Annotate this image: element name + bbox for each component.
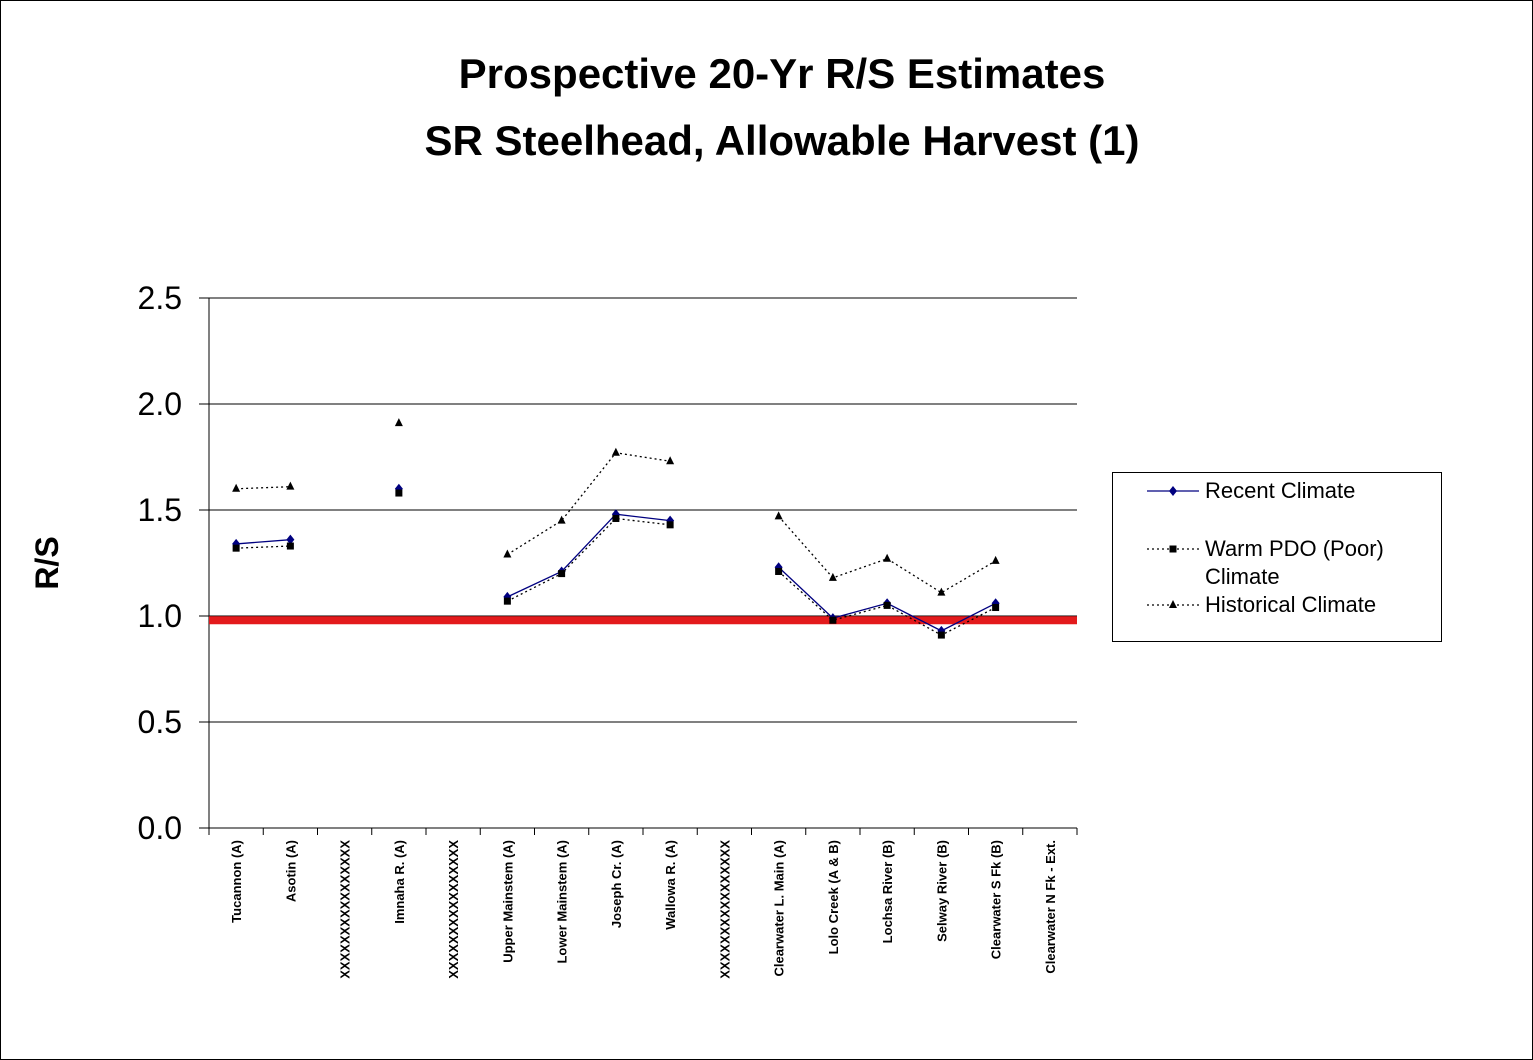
marker bbox=[286, 534, 295, 545]
marker bbox=[774, 511, 783, 520]
marker bbox=[937, 587, 946, 596]
x-tick-label: Imnaha R. (A) bbox=[392, 840, 407, 924]
y-axis-label: R/S bbox=[29, 536, 65, 589]
y-tick-label: 0.5 bbox=[138, 704, 182, 740]
marker bbox=[828, 572, 837, 581]
x-tick-label: Clearwater N Fk - Ext. bbox=[1043, 840, 1058, 974]
marker bbox=[611, 447, 620, 456]
marker bbox=[558, 570, 566, 578]
y-tick-label: 2.0 bbox=[138, 386, 182, 422]
x-tick-label: Lower Mainstem (A) bbox=[555, 840, 570, 964]
marker bbox=[937, 631, 945, 639]
y-tick-label: 1.0 bbox=[138, 598, 182, 634]
x-tick-label: Clearwater L. Main (A) bbox=[772, 840, 787, 977]
legend-swatch bbox=[1147, 486, 1199, 496]
x-tick-label: Clearwater S Fk (B) bbox=[989, 840, 1004, 959]
marker bbox=[612, 514, 620, 522]
marker bbox=[232, 483, 241, 492]
series-line bbox=[236, 513, 996, 632]
series-line bbox=[236, 517, 996, 636]
marker bbox=[286, 481, 295, 490]
chart-title: Prospective 20-Yr R/S Estimates bbox=[459, 50, 1106, 97]
legend-item: Recent Climate bbox=[1113, 477, 1420, 505]
x-tick-label: XXXXXXXXXXXXXXXX bbox=[717, 840, 732, 979]
legend-label: Historical Climate bbox=[1205, 592, 1377, 617]
marker bbox=[1169, 600, 1177, 608]
y-tick-label: 2.5 bbox=[138, 280, 182, 316]
legend-swatch bbox=[1147, 545, 1199, 553]
marker bbox=[991, 555, 1000, 564]
x-tick-label: Wallowa R. (A) bbox=[663, 840, 678, 930]
x-tick-label: Lochsa River (B) bbox=[880, 840, 895, 943]
marker bbox=[1169, 545, 1177, 553]
legend-swatch bbox=[1147, 600, 1199, 608]
marker bbox=[286, 542, 294, 550]
marker bbox=[232, 544, 240, 552]
x-tick-label: XXXXXXXXXXXXXXXX bbox=[338, 840, 353, 979]
marker bbox=[992, 604, 1000, 612]
legend-item: Historical Climate bbox=[1113, 591, 1420, 619]
y-tick-label: 1.5 bbox=[138, 492, 182, 528]
marker bbox=[883, 553, 892, 562]
marker bbox=[666, 521, 674, 529]
y-tick-label: 0.0 bbox=[138, 810, 182, 846]
legend-item: Warm PDO (Poor) Climate bbox=[1113, 535, 1420, 591]
marker bbox=[883, 601, 891, 609]
marker bbox=[666, 456, 675, 465]
marker bbox=[829, 616, 837, 624]
chart-title: SR Steelhead, Allowable Harvest (1) bbox=[424, 117, 1139, 164]
x-tick-label: Upper Mainstem (A) bbox=[500, 840, 515, 963]
x-tick-label: Joseph Cr. (A) bbox=[609, 840, 624, 928]
legend-label: Warm PDO (Poor) Climate bbox=[1205, 536, 1384, 589]
x-tick-label: Lolo Creek (A & B) bbox=[826, 840, 841, 954]
x-tick-label: Asotin (A) bbox=[283, 840, 298, 902]
marker bbox=[394, 418, 403, 427]
marker bbox=[503, 549, 512, 558]
legend-label: Recent Climate bbox=[1205, 478, 1356, 503]
x-tick-label: XXXXXXXXXXXXXXXX bbox=[446, 840, 461, 979]
marker bbox=[775, 567, 783, 575]
marker bbox=[503, 597, 511, 605]
x-tick-label: Tucannon (A) bbox=[229, 840, 244, 923]
legend: Recent Climate Warm PDO (Poor) Climate His… bbox=[1112, 472, 1442, 642]
marker bbox=[1169, 486, 1177, 496]
marker bbox=[557, 515, 566, 524]
series-line bbox=[236, 452, 996, 594]
x-tick-label: Selway River (B) bbox=[934, 840, 949, 942]
marker bbox=[395, 489, 403, 497]
